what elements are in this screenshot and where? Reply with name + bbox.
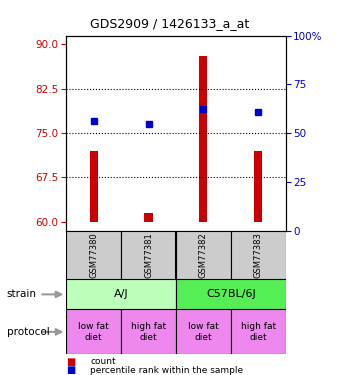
Bar	[66, 309, 121, 354]
Text: strain: strain	[7, 290, 37, 299]
Text: percentile rank within the sample: percentile rank within the sample	[90, 366, 243, 375]
Bar	[66, 279, 176, 309]
Bar	[176, 279, 286, 309]
Bar	[199, 56, 207, 222]
Text: high fat
diet: high fat diet	[131, 322, 166, 342]
Bar	[121, 309, 176, 354]
Text: high fat
diet: high fat diet	[241, 322, 276, 342]
Text: ■: ■	[66, 357, 75, 367]
Text: low fat
diet: low fat diet	[188, 322, 219, 342]
Text: protocol: protocol	[7, 327, 50, 337]
Text: GSM77381: GSM77381	[144, 232, 153, 278]
Text: low fat
diet: low fat diet	[78, 322, 109, 342]
Bar	[144, 213, 153, 222]
Text: GSM77380: GSM77380	[89, 232, 98, 278]
Text: GDS2909 / 1426133_a_at: GDS2909 / 1426133_a_at	[90, 17, 250, 30]
Text: C57BL/6J: C57BL/6J	[206, 290, 256, 299]
Text: GSM77382: GSM77382	[199, 232, 208, 278]
Bar	[90, 151, 98, 222]
Bar	[176, 231, 231, 279]
Bar	[231, 309, 286, 354]
Text: count: count	[90, 357, 116, 366]
Text: GSM77383: GSM77383	[254, 232, 263, 278]
Text: ■: ■	[66, 366, 75, 375]
Text: A/J: A/J	[114, 290, 129, 299]
Bar	[66, 231, 121, 279]
Bar	[254, 151, 262, 222]
Bar	[121, 231, 176, 279]
Bar	[231, 231, 286, 279]
Bar	[176, 309, 231, 354]
